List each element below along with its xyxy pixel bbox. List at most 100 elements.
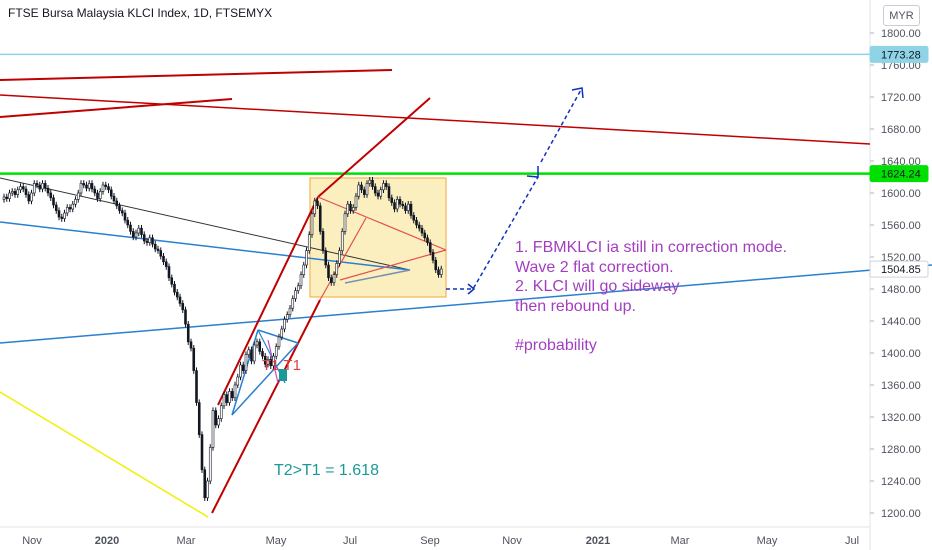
- price-tick-label: 1680.00: [881, 124, 921, 136]
- black-trendline: [0, 177, 411, 271]
- candle: [208, 447, 212, 482]
- candle: [54, 204, 58, 211]
- candle: [395, 199, 399, 210]
- candle: [404, 205, 407, 211]
- candle: [373, 186, 377, 194]
- candle: [63, 212, 66, 219]
- candle: [313, 200, 317, 215]
- candle: [349, 203, 352, 211]
- candle: [197, 402, 201, 435]
- candle: [255, 341, 259, 346]
- candle: [30, 192, 33, 202]
- time-tick-label: 2021: [586, 535, 610, 547]
- chart-title: FTSE Bursa Malaysia KLCI Index, 1D, FTSE…: [8, 6, 273, 20]
- triangle-line: [257, 329, 299, 344]
- candles-group: [2, 177, 443, 501]
- candle: [252, 344, 256, 362]
- candle: [343, 213, 347, 232]
- candle: [129, 224, 132, 232]
- red-trendline: [0, 69, 393, 81]
- price-tick-label: 1400.00: [881, 348, 921, 360]
- price-tick-label: 1320.00: [881, 412, 921, 424]
- candle: [382, 183, 385, 191]
- candle: [357, 184, 361, 197]
- candle: [222, 394, 226, 407]
- candle: [327, 264, 330, 279]
- channel-upper-line: [217, 196, 319, 406]
- candle: [280, 328, 284, 338]
- arrow-head: [526, 166, 539, 178]
- candle: [27, 194, 31, 202]
- candle: [217, 418, 220, 426]
- candle: [283, 319, 286, 330]
- candle: [250, 349, 253, 362]
- candle: [24, 188, 28, 195]
- candle: [412, 215, 416, 221]
- candle: [175, 291, 179, 298]
- candle: [104, 184, 108, 187]
- candle: [398, 199, 402, 205]
- candle: [195, 370, 198, 403]
- candle: [189, 341, 193, 349]
- candle: [46, 187, 50, 194]
- candle: [93, 188, 97, 194]
- candle: [57, 210, 61, 218]
- time-tick-label: May: [266, 535, 287, 547]
- candle: [90, 183, 94, 190]
- projection-arrow-path: [446, 176, 539, 290]
- candle: [219, 405, 223, 419]
- comment-line: #probability: [515, 336, 597, 354]
- price-tick-label: 1800.00: [881, 28, 921, 40]
- candle: [112, 195, 116, 202]
- candle: [247, 349, 251, 355]
- comment-line: then rebound up.: [515, 297, 636, 315]
- candle: [225, 394, 229, 403]
- candle: [134, 232, 138, 238]
- candle: [409, 203, 413, 216]
- candle: [318, 205, 322, 232]
- candle: [236, 376, 240, 386]
- candle: [305, 250, 308, 266]
- candle: [82, 183, 86, 186]
- price-tick-label: 1200.00: [881, 508, 921, 520]
- arrow-head: [571, 87, 584, 99]
- candle: [148, 237, 152, 243]
- price-tick-label: 1560.00: [881, 220, 921, 232]
- currency-button[interactable]: MYR: [883, 5, 920, 26]
- candle: [98, 191, 102, 199]
- candle: [351, 207, 355, 211]
- candle: [43, 183, 47, 189]
- candle: [181, 303, 185, 311]
- triangle-line: [231, 342, 299, 416]
- price-tick-label: 1280.00: [881, 444, 921, 456]
- blue-support-line: [0, 264, 932, 344]
- arrow-head: [467, 283, 476, 295]
- projection-arrow-path: [540, 87, 583, 163]
- candle: [321, 231, 325, 251]
- candle: [109, 189, 113, 197]
- candle: [365, 183, 369, 195]
- price-badge-label: 1504.85: [881, 264, 921, 276]
- candle: [277, 336, 281, 347]
- candle: [230, 391, 234, 399]
- candle: [2, 196, 6, 200]
- time-tick-label: May: [757, 535, 778, 547]
- candle: [131, 231, 135, 238]
- comment-line: Wave 2 flat correction.: [515, 258, 674, 276]
- candle: [60, 216, 64, 219]
- price-badge: [869, 45, 929, 63]
- candle: [426, 237, 429, 243]
- candle: [299, 274, 303, 287]
- candle: [200, 434, 204, 471]
- candle: [13, 191, 17, 195]
- candle: [214, 410, 218, 426]
- candle: [120, 210, 124, 214]
- candle: [307, 234, 311, 251]
- comment-line: 1. FBMKLCI ia still in correction mode.: [515, 239, 788, 256]
- candle: [5, 196, 9, 199]
- candle: [38, 184, 42, 190]
- time-tick-label: Jul: [343, 535, 357, 547]
- candle: [296, 285, 300, 291]
- candle: [415, 219, 418, 226]
